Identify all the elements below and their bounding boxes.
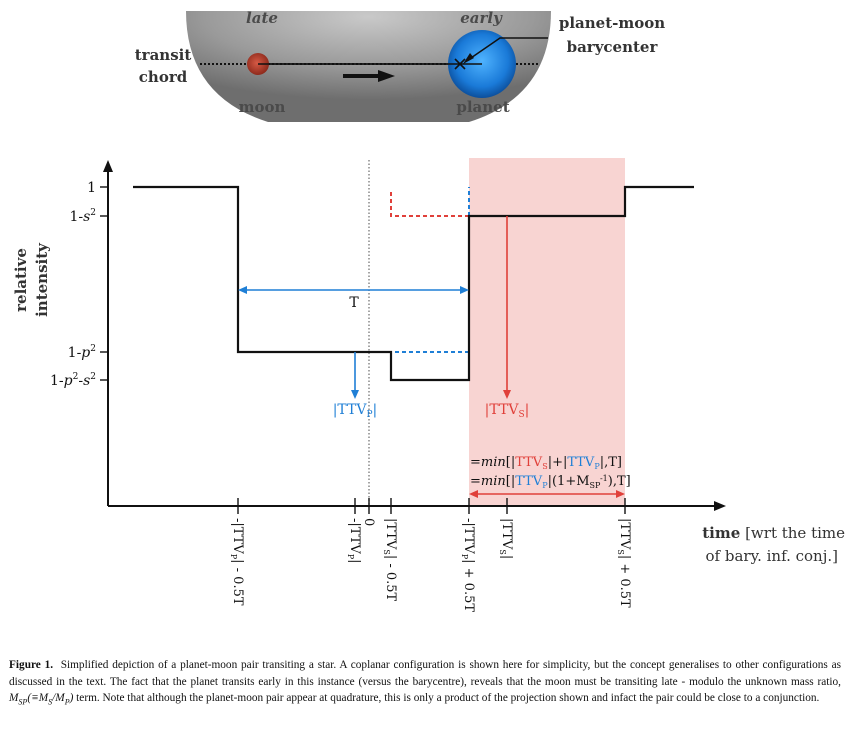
xtick-label: |TTVS| + 0.5T [616, 518, 632, 608]
xtick-label: -|TTVP| [346, 518, 362, 564]
star-schematic: late early transit chord moon planet pla… [135, 9, 665, 122]
caption-text-2: term. Note that although the planet-moon… [73, 692, 820, 704]
moon-label: moon [239, 98, 286, 116]
motion-arrow [343, 70, 395, 82]
chord-label-2: chord [139, 68, 188, 86]
caption-text-1: Simplified depiction of a planet-moon pa… [9, 659, 842, 688]
ttvs-label: |TTVS| [485, 402, 530, 420]
early-label: early [460, 9, 503, 27]
moon-transit-shade [469, 158, 625, 506]
xtick-label: -|TTVP| + 0.5T [460, 518, 476, 612]
figure-caption: Figure 1. Simplified depiction of a plan… [9, 657, 841, 711]
caption-math: MSP(≡MS/MP) [9, 692, 74, 707]
x-ticks [237, 498, 626, 514]
caption-label: Figure 1. [9, 659, 54, 671]
figure-panel: late early transit chord moon planet pla… [12, 9, 845, 612]
y-axis-label-1: relative [12, 248, 30, 312]
x-axis-label-2: of bary. inf. conj.] [706, 547, 838, 565]
xtick-label: |TTVS| [498, 518, 514, 559]
xtick-label: 0 [361, 518, 376, 526]
formula-1: =min[|TTVS|+|TTVP|,T] [470, 455, 622, 471]
xtick-label: -|TTVP| - 0.5T [229, 518, 245, 606]
combined-light-curve [133, 185, 694, 382]
ytick-1-minus-p2-s2: 1-p2-s2 [50, 372, 96, 389]
x-axis-label-1: time [wrt the time [702, 524, 845, 542]
light-curve-plot: T |TTVP| |TTVS| =min[|TTVS|+|TTVP|,T] =m… [12, 158, 845, 612]
xtick-label: |TTVS| - 0.5T [382, 518, 398, 602]
duration-label: T [349, 295, 359, 311]
ytick-1-minus-p2: 1-p2 [68, 344, 96, 361]
barycenter-label-1: planet-moon [559, 14, 665, 32]
ytick-1-minus-s2: 1-s2 [69, 208, 96, 225]
ytick-1: 1 [87, 180, 96, 196]
barycenter-marker [454, 58, 466, 70]
planet-series-line [237, 187, 470, 353]
y-ticks [100, 186, 108, 381]
planet-label: planet [456, 98, 509, 116]
barycenter-pointer [467, 37, 548, 61]
ttvp-label: |TTVP| [333, 402, 378, 420]
barycenter-label-2: barycenter [567, 38, 659, 56]
y-axis-label-2: intensity [33, 242, 51, 317]
x-tick-labels: -|TTVP| - 0.5T -|TTVP| 0 |TTVS| - 0.5T -… [229, 518, 632, 612]
chord-label-1: transit [135, 46, 192, 64]
late-label: late [246, 9, 278, 27]
